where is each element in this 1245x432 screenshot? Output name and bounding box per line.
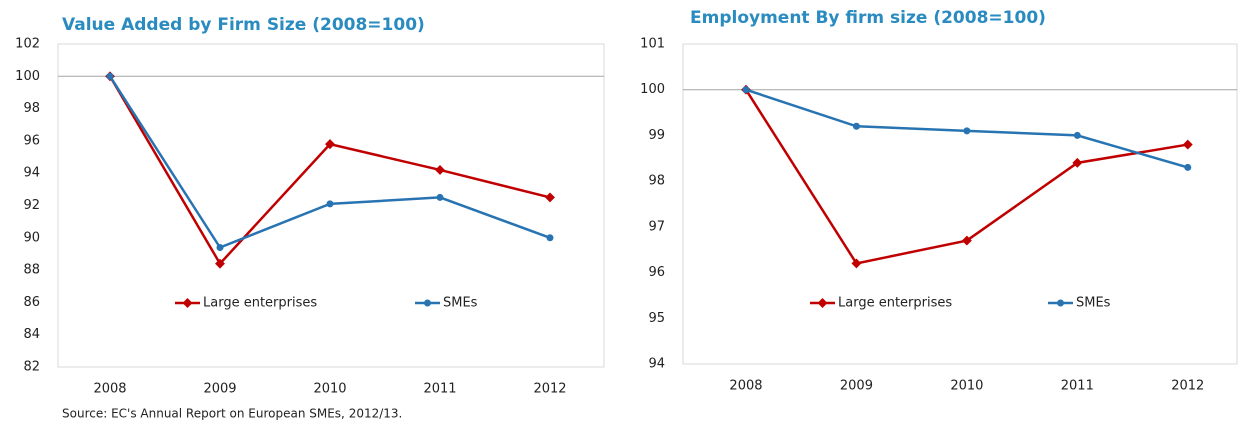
marker: [852, 122, 860, 130]
marker: [961, 235, 972, 246]
marker: [1184, 163, 1192, 171]
plot-area: [682, 43, 1238, 365]
x-tick-label: 2010: [313, 382, 346, 397]
x-tick-label: 2010: [950, 379, 983, 394]
y-tick-label: 84: [23, 327, 40, 342]
marker: [963, 127, 971, 135]
x-tick-label: 2011: [423, 382, 456, 397]
legend-label: Large enterprises: [203, 296, 317, 311]
y-tick-label: 98: [23, 101, 40, 116]
y-tick-label: 82: [23, 360, 40, 375]
marker: [546, 234, 554, 242]
x-tick-label: 2012: [533, 382, 566, 397]
legend-marker: [817, 298, 828, 308]
chart-title: Value Added by Firm Size (2008=100): [62, 15, 425, 35]
y-tick-label: 102: [15, 37, 40, 52]
y-tick-label: 98: [648, 174, 665, 189]
legend-label: SMEs: [443, 296, 478, 311]
x-tick-label: 2008: [93, 382, 126, 397]
y-tick-label: 100: [15, 69, 40, 84]
y-tick-label: 96: [23, 133, 40, 148]
marker: [436, 193, 444, 201]
marker: [851, 258, 862, 269]
y-tick-label: 100: [640, 82, 665, 97]
legend-marker: [182, 298, 193, 308]
marker: [545, 192, 555, 203]
marker: [215, 258, 225, 269]
marker: [325, 139, 335, 150]
x-tick-label: 2008: [729, 379, 762, 394]
y-tick-label: 88: [23, 263, 40, 278]
y-tick-label: 99: [648, 128, 665, 143]
y-tick-label: 94: [648, 357, 665, 372]
y-tick-label: 95: [648, 311, 665, 326]
chart-title: Employment By firm size (2008=100): [690, 8, 1046, 28]
marker: [106, 72, 114, 80]
legend-marker: [424, 299, 431, 307]
marker: [216, 243, 224, 251]
x-tick-label: 2011: [1061, 379, 1094, 394]
legend-marker: [1057, 299, 1064, 307]
marker: [1182, 139, 1193, 150]
y-tick-label: 90: [23, 230, 40, 245]
plot-area: [57, 43, 605, 368]
marker: [326, 200, 334, 208]
x-tick-label: 2012: [1171, 379, 1204, 394]
series-line: [108, 75, 551, 266]
y-tick-label: 96: [648, 265, 665, 280]
legend-label: SMEs: [1076, 296, 1111, 311]
y-tick-label: 94: [23, 166, 40, 181]
legend-label: Large enterprises: [838, 296, 952, 311]
marker: [435, 165, 445, 175]
source-note: Source: EC's Annual Report on European S…: [62, 407, 402, 421]
y-tick-label: 101: [640, 37, 665, 52]
x-tick-label: 2009: [840, 379, 873, 394]
y-tick-label: 92: [23, 198, 40, 213]
marker: [742, 86, 750, 94]
y-tick-label: 86: [23, 295, 40, 310]
marker: [1072, 157, 1083, 168]
y-tick-label: 97: [648, 219, 665, 234]
x-tick-label: 2009: [203, 382, 236, 397]
series-line: [108, 75, 551, 250]
marker: [1073, 131, 1081, 139]
